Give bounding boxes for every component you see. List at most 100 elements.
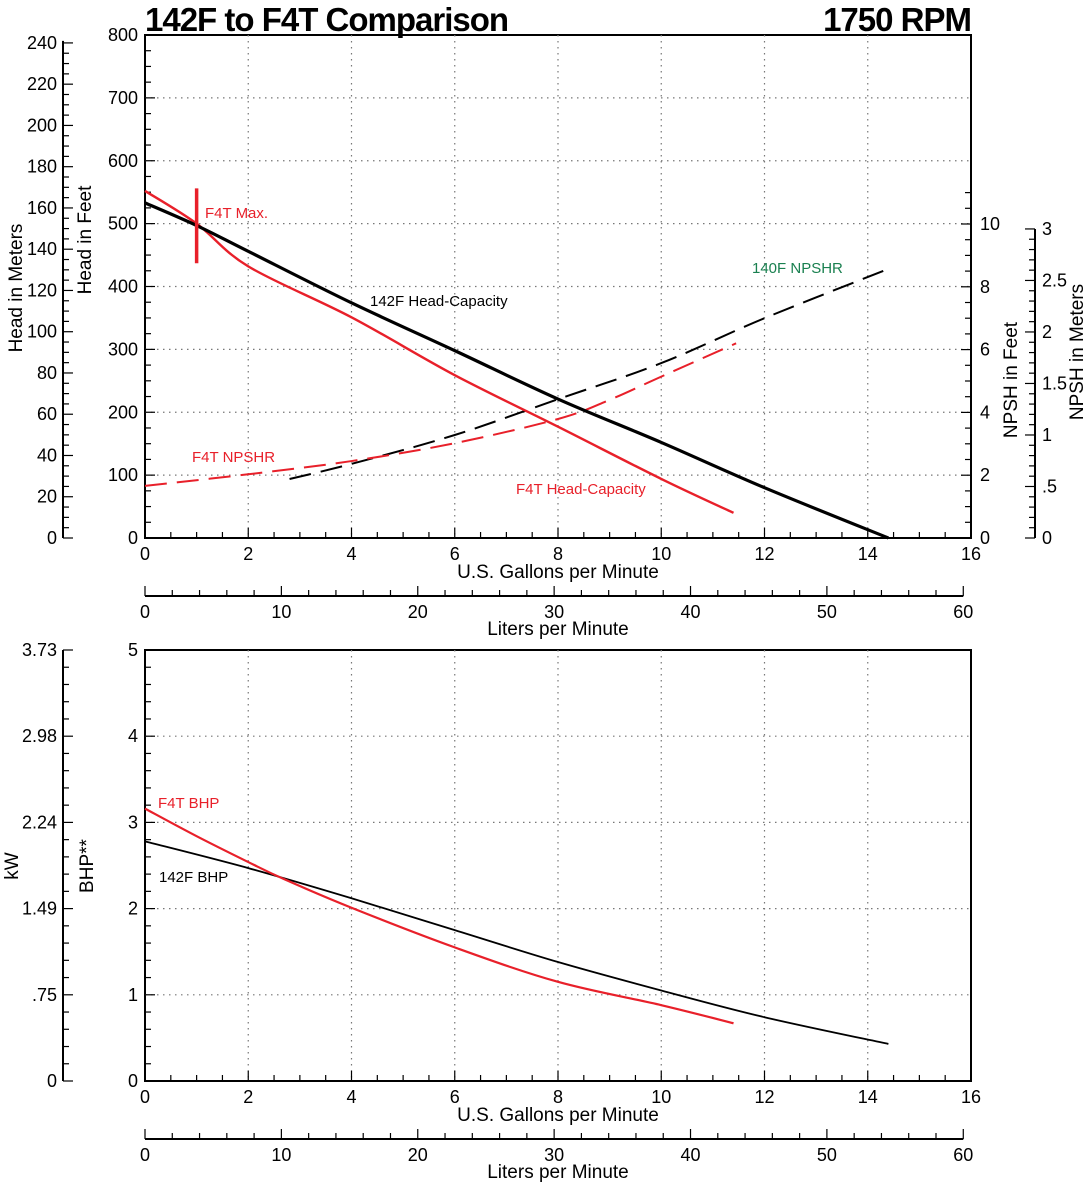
x-tick-label: 6: [450, 1087, 460, 1107]
npsh-m-tick-label: 2: [1042, 322, 1052, 342]
series-142f-bhp: [144, 840, 889, 1045]
npsh-m-tick-label: 1.5: [1042, 373, 1067, 393]
npsh-ft-tick-label: 6: [980, 340, 990, 360]
head-m-tick-label: 180: [27, 157, 57, 177]
x-tick-label: 16: [961, 1087, 981, 1107]
kw-tick-label: 2.98: [22, 726, 57, 746]
kw-tick-label: 1.49: [22, 899, 57, 919]
label-142f-head-capacity: 142F Head-Capacity: [370, 293, 508, 310]
series-140f-npshr: [289, 267, 889, 480]
npsh-ft-tick-label: 10: [980, 214, 1000, 234]
x-tick-label: 10: [651, 1087, 671, 1107]
x-tick-label: 8: [553, 1087, 563, 1107]
liters-tick-label: 20: [408, 1145, 428, 1165]
npsh-ft-tick-label: 8: [980, 277, 990, 297]
head-m-tick-label: 40: [37, 445, 57, 465]
f4t-max-label: F4T Max.: [205, 205, 268, 222]
x-tick-label: 12: [754, 544, 774, 564]
kw-tick-label: 0: [47, 1071, 57, 1091]
npsh-m-tick-label: 3: [1042, 219, 1052, 239]
head-ft-tick-label: 700: [108, 88, 138, 108]
npsh-m-tick-label: 0: [1042, 528, 1052, 548]
x-tick-label: 0: [140, 544, 150, 564]
npsh-m-axis-title: NPSH in Meters: [1067, 284, 1088, 420]
head-m-axis-title: Head in Meters: [6, 224, 27, 353]
kw-tick-label: 2.24: [22, 812, 57, 832]
x-axis-title: U.S. Gallons per Minute: [457, 562, 659, 583]
liters-tick-label: 40: [680, 1145, 700, 1165]
x-tick-label: 16: [961, 544, 981, 564]
head-ft-tick-label: 800: [108, 25, 138, 45]
head-m-tick-label: 0: [47, 528, 57, 548]
head-m-tick-label: 100: [27, 322, 57, 342]
liters-tick-label: 10: [271, 1145, 291, 1165]
rpm-label: 1750 RPM: [823, 1, 971, 38]
liters-tick-label: 30: [544, 602, 564, 622]
bhp-tick-label: 4: [128, 726, 138, 746]
npsh-ft-tick-label: 2: [980, 465, 990, 485]
head-ft-tick-label: 200: [108, 402, 138, 422]
series-142f-head-capacity: [144, 201, 890, 540]
series-f4t-head-capacity: [144, 189, 735, 514]
liters-tick-label: 0: [140, 1145, 150, 1165]
liters-axis-title: Liters per Minute: [487, 619, 629, 640]
liters-axis-title: Liters per Minute: [487, 1162, 629, 1183]
head-ft-tick-label: 0: [128, 528, 138, 548]
liters-tick-label: 30: [544, 1145, 564, 1165]
head-m-tick-label: 80: [37, 363, 57, 383]
head-m-tick-label: 60: [37, 404, 57, 424]
liters-tick-label: 0: [140, 602, 150, 622]
x-tick-label: 12: [754, 1087, 774, 1107]
bhp-tick-label: 3: [128, 812, 138, 832]
bhp-tick-label: 2: [128, 899, 138, 919]
chart-title: 142F to F4T Comparison: [145, 1, 508, 38]
x-tick-label: 2: [243, 1087, 253, 1107]
head-m-tick-label: 140: [27, 239, 57, 259]
head-ft-tick-label: 500: [108, 214, 138, 234]
x-tick-label: 4: [346, 544, 356, 564]
bhp-tick-label: 0: [128, 1071, 138, 1091]
liters-tick-label: 20: [408, 602, 428, 622]
head-ft-tick-label: 100: [108, 465, 138, 485]
liters-tick-label: 60: [953, 602, 973, 622]
x-tick-label: 14: [858, 1087, 878, 1107]
head-ft-tick-label: 600: [108, 151, 138, 171]
head-m-tick-label: 240: [27, 33, 57, 53]
head-m-tick-label: 20: [37, 487, 57, 507]
liters-tick-label: 10: [271, 602, 291, 622]
npsh-m-tick-label: .5: [1042, 476, 1057, 496]
bhp-tick-label: 1: [128, 985, 138, 1005]
npsh-m-tick-label: 2.5: [1042, 270, 1067, 290]
head-m-tick-label: 120: [27, 280, 57, 300]
liters-tick-label: 60: [953, 1145, 973, 1165]
x-tick-label: 6: [450, 544, 460, 564]
x-tick-label: 0: [140, 1087, 150, 1107]
kw-axis-title: kW: [2, 852, 23, 880]
label-f4t-head-capacity: F4T Head-Capacity: [516, 481, 646, 498]
x-tick-label: 8: [553, 544, 563, 564]
bhp-tick-label: 5: [128, 640, 138, 660]
series-f4t-npshr: [144, 342, 737, 487]
label-140f-npshr: 140F NPSHR: [752, 260, 843, 277]
label-142f-bhp: 142F BHP: [159, 869, 228, 886]
head-ft-tick-label: 300: [108, 339, 138, 359]
npsh-ft-tick-label: 4: [980, 402, 990, 422]
head-ft-axis-title: Head in Feet: [75, 185, 96, 295]
x-tick-label: 4: [346, 1087, 356, 1107]
kw-tick-label: .75: [32, 985, 57, 1005]
npsh-m-tick-label: 1: [1042, 425, 1052, 445]
label-f4t-npshr: F4T NPSHR: [192, 449, 275, 466]
x-axis-title: U.S. Gallons per Minute: [457, 1105, 659, 1126]
head-m-tick-label: 200: [27, 115, 57, 135]
liters-tick-label: 50: [817, 1145, 837, 1165]
head-m-tick-label: 160: [27, 198, 57, 218]
head-ft-tick-label: 400: [108, 277, 138, 297]
npsh-ft-tick-label: 0: [980, 528, 990, 548]
x-tick-label: 2: [243, 544, 253, 564]
head-m-tick-label: 220: [27, 74, 57, 94]
x-tick-label: 10: [651, 544, 671, 564]
bhp-axis-title: BHP**: [77, 838, 98, 892]
npsh-ft-axis-title: NPSH in Feet: [1001, 321, 1022, 438]
liters-tick-label: 50: [817, 602, 837, 622]
